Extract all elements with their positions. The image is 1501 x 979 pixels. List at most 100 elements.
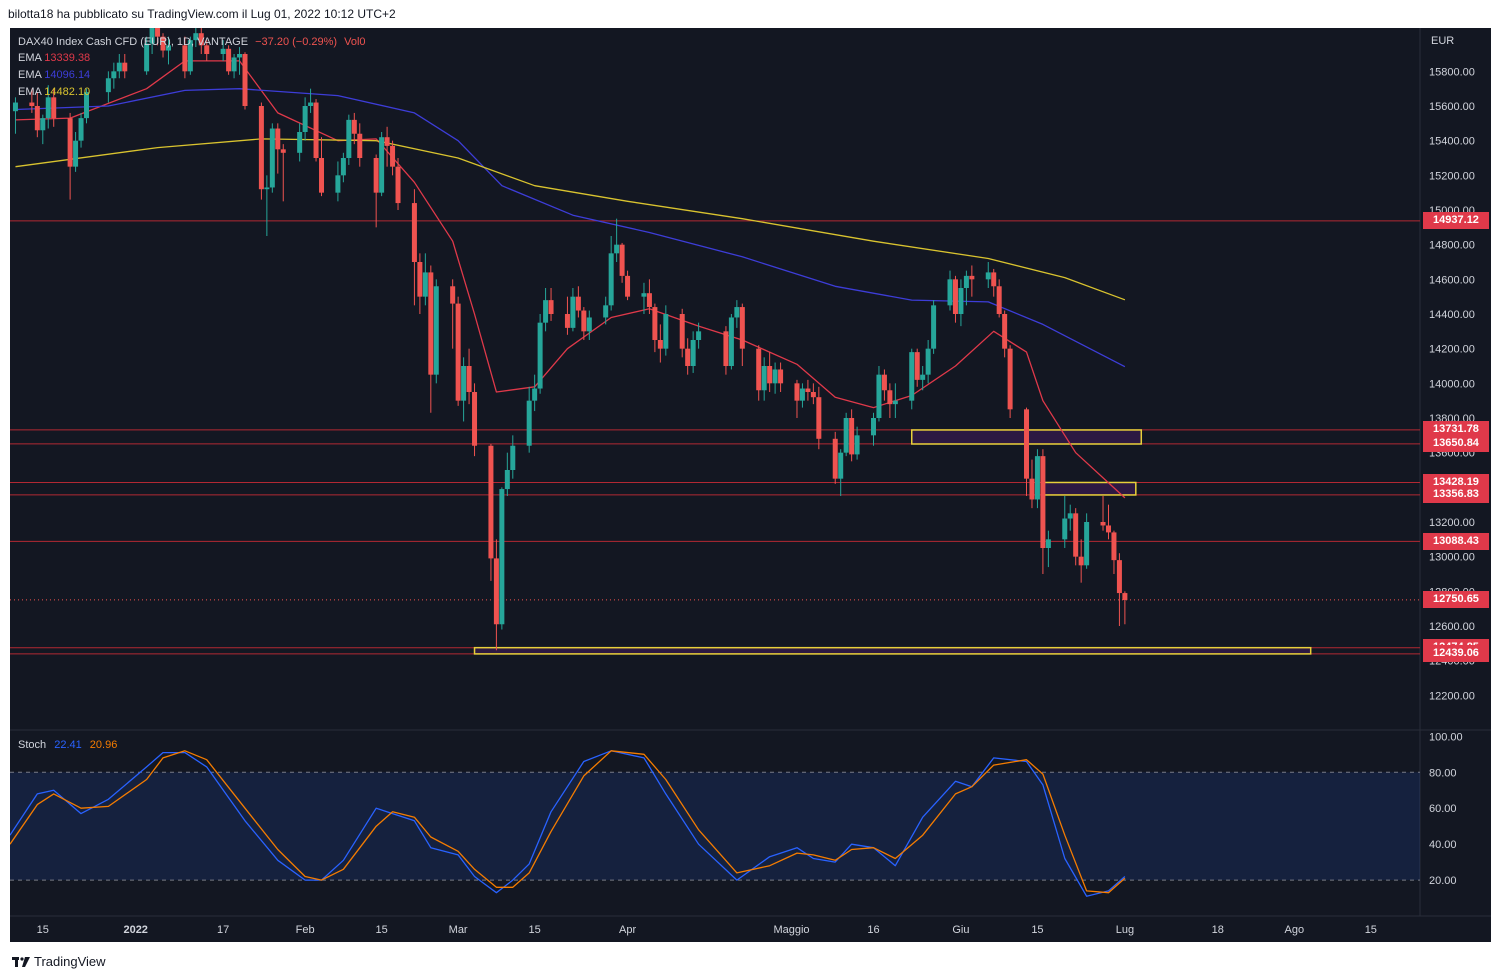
stoch-tick-label: 80.00 [1429,767,1457,779]
time-tick-label: 15 [376,924,388,936]
candle-body [187,40,193,72]
candle-body [379,137,385,193]
candle-body [504,470,510,490]
candle-body [395,166,401,204]
candle-body [488,445,494,559]
time-tick-label: 15 [1365,924,1377,936]
candle-body [510,445,516,470]
price-tag: 13650.84 [1423,435,1489,453]
tradingview-brand[interactable]: TradingView [34,954,106,969]
candle-body [422,272,428,297]
candle-body [357,133,363,158]
candle-body [564,314,570,328]
price-tick-label: 14800.00 [1429,240,1475,252]
candle-body [991,272,997,287]
stoch-legend[interactable]: Stoch 22.41 20.96 [18,739,117,751]
candle-body [952,279,958,314]
stoch-k-value: 22.41 [54,739,82,751]
candle-body [723,331,729,366]
time-tick-label: 15 [37,924,49,936]
candle-body [619,244,625,276]
footer-bar: TradingView [0,944,1501,979]
ema-slow-label: EMA [18,86,42,98]
candle-body [390,145,396,167]
candle-body [756,348,762,391]
chart-svg[interactable]: EUR15800.0015600.0015400.0015200.0015000… [10,28,1491,942]
candle-body [854,435,860,455]
candle-body [794,383,800,401]
candle-body [641,293,647,297]
candle-body [838,452,844,479]
candle-body [155,28,161,37]
price-tick-label: 14200.00 [1429,344,1475,356]
ema-mid-label: EMA [18,69,42,81]
published-text: bilotta18 ha pubblicato su TradingView.c… [8,7,396,21]
candle-body [499,489,505,625]
candle-body [297,132,303,153]
candle-body [1116,560,1122,594]
time-tick-label: Lug [1116,924,1134,936]
candle-body [29,102,35,106]
candle-body [892,400,898,405]
candle-body [433,286,439,375]
candle-body [461,366,467,401]
candle-body [657,340,663,349]
candle-body [149,28,155,44]
candle-body [778,369,784,384]
ema-fast-legend[interactable]: EMA 13339.38 [18,52,90,64]
candle-body [237,54,243,58]
candle-body [242,54,248,106]
candle-body [1062,518,1068,540]
ema-mid-line [15,88,1126,368]
candle-body [843,418,849,453]
candle-body [1073,513,1079,557]
candle-body [608,253,614,306]
volume-label: Vol0 [344,36,366,48]
candle-body [417,262,423,297]
ema-slow-legend[interactable]: EMA 14482.10 [18,86,90,98]
price-tag: 12750.65 [1423,591,1489,609]
ema-mid-legend[interactable]: EMA 14096.14 [18,69,90,81]
candle-body [925,348,931,375]
currency-label: EUR [1431,35,1454,47]
time-tick-label: Ago [1285,924,1305,936]
candle-body [275,128,281,150]
candle-body [411,203,417,262]
candle-body [679,314,685,349]
candle-body [472,392,478,446]
time-tick-label: 18 [1212,924,1224,936]
candle-body [198,33,204,46]
candle-body [685,348,691,366]
candle-body [165,45,171,51]
stoch-label: Stoch [18,739,47,751]
candle-body [772,369,778,384]
symbol-name[interactable]: DAX40 Index Cash CFD (EUR), 1D, VANTAGE [18,36,249,48]
candle-body [84,92,90,119]
candle-body [799,388,805,401]
candle-body [805,388,811,392]
candle-body [543,300,549,323]
candle-body [696,331,702,340]
price-tag: 13088.43 [1423,532,1489,550]
candle-body [767,366,773,384]
candle-body [12,102,18,112]
candle-body [849,418,855,455]
stoch-tick-label: 100.00 [1429,731,1463,743]
time-tick-label: 16 [867,924,879,936]
candle-body [614,244,620,254]
chart-frame[interactable]: EUR 15800.00 15600.00 15400.00 15200.00 15000… [10,28,1491,942]
candle-body [646,293,652,308]
candle-body [1034,456,1040,500]
candle-body [111,71,117,79]
candle-body [351,119,357,134]
stoch-band-fill [10,772,1420,881]
candle-body [570,296,576,328]
price-tag: 12439.06 [1423,645,1489,663]
candle-body [931,305,937,349]
candle-body [1111,532,1117,561]
candle-body [204,45,210,54]
candle-body [1045,539,1051,548]
price-tag: 13731.78 [1423,421,1489,439]
candle-body [586,317,592,332]
candle-body [269,128,275,188]
